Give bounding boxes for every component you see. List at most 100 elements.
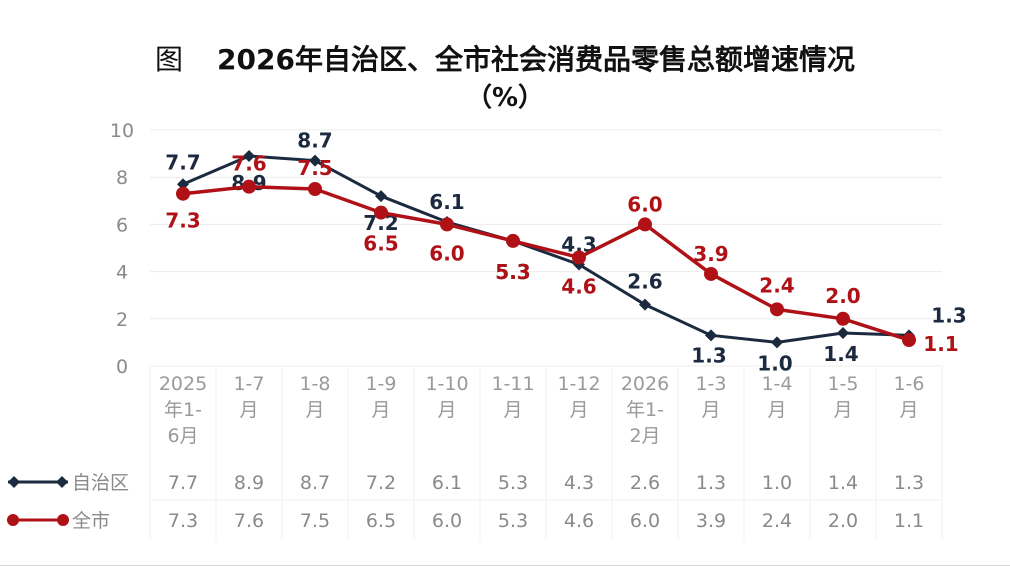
data-point — [704, 266, 718, 281]
data-point — [308, 182, 322, 196]
y-tick-label: 8 — [116, 167, 128, 189]
data-point — [639, 298, 651, 311]
x-tick-label: 月 — [305, 399, 324, 421]
x-tick-label: 月 — [833, 399, 852, 421]
table-cell: 1.4 — [828, 472, 858, 494]
data-point — [836, 311, 850, 326]
x-tick-label: 月 — [503, 399, 522, 421]
table-cell: 3.9 — [696, 510, 726, 532]
x-tick-label: 月 — [569, 399, 588, 421]
table-cell: 1.0 — [762, 472, 792, 494]
data-point — [902, 333, 916, 348]
data-label: 7.7 — [165, 150, 200, 174]
data-point — [177, 178, 189, 191]
x-tick-label: 1-5 — [827, 373, 858, 395]
table-cell: 4.3 — [564, 472, 594, 494]
series-line-region — [182, 154, 910, 344]
chart-title-text: 2026年自治区、全市社会消费品零售总额增速情况 — [217, 43, 855, 76]
data-point — [176, 186, 190, 201]
x-tick-label: 月 — [701, 399, 720, 421]
table-cell: 6.5 — [366, 510, 396, 532]
x-tick-label: 6月 — [167, 425, 198, 447]
data-label: 1.4 — [823, 342, 858, 366]
data-point — [837, 326, 849, 339]
table-cell: 7.6 — [234, 510, 264, 532]
data-label: 6.0 — [627, 192, 662, 216]
table-cell: 6.1 — [432, 472, 462, 494]
table-cell: 7.2 — [366, 472, 396, 494]
data-point — [243, 149, 255, 162]
x-tick-label: 月 — [371, 399, 390, 421]
table-cell: 2.0 — [828, 510, 858, 532]
data-point — [506, 233, 520, 248]
data-label: 5.3 — [495, 260, 530, 284]
data-label: 5.3 — [495, 260, 530, 284]
data-label: 2.4 — [759, 273, 794, 297]
y-tick-label: 6 — [116, 214, 128, 236]
table-cell: 5.3 — [498, 472, 528, 494]
y-tick-label: 4 — [116, 262, 128, 284]
table-cell: 2.4 — [762, 510, 792, 532]
x-tick-label: 年1- — [626, 399, 664, 421]
data-label: 3.9 — [693, 242, 728, 266]
x-tick-label: 月 — [899, 399, 918, 421]
data-point — [242, 179, 256, 194]
x-tick-label: 1-10 — [425, 373, 468, 395]
table-cell: 1.3 — [696, 472, 726, 494]
data-point — [374, 205, 388, 220]
data-label: 1.1 — [923, 332, 958, 356]
x-tick-label: 1-3 — [695, 373, 726, 395]
x-tick-label: 2月 — [629, 425, 660, 447]
legend-marker — [56, 476, 68, 488]
data-point — [705, 329, 717, 342]
table-cell: 6.0 — [630, 510, 660, 532]
x-tick-label: 1-12 — [557, 373, 600, 395]
x-tick-label: 1-9 — [365, 373, 396, 395]
x-tick-label: 2025 — [159, 373, 207, 395]
data-label: 1.0 — [757, 351, 792, 375]
data-label: 7.6 — [231, 152, 266, 176]
data-label: 6.0 — [429, 241, 464, 265]
y-tick-label: 2 — [116, 309, 128, 331]
x-tick-label: 月 — [239, 399, 258, 421]
data-point — [309, 154, 321, 167]
data-point — [440, 217, 454, 232]
series-line-city — [182, 184, 910, 342]
data-label: 4.6 — [561, 274, 596, 298]
data-label: 2.6 — [627, 270, 662, 294]
data-label: 6.1 — [429, 190, 464, 214]
x-tick-label: 1-8 — [299, 373, 330, 395]
data-label: 2.0 — [825, 284, 860, 308]
table-cell: 1.3 — [894, 472, 924, 494]
data-point — [375, 190, 387, 203]
table-cell: 7.7 — [168, 472, 198, 494]
legend-label: 自治区 — [72, 472, 129, 494]
data-label: 8.7 — [297, 129, 332, 153]
x-tick-label: 1-4 — [761, 373, 792, 395]
table-cell: 8.9 — [234, 472, 264, 494]
chart-title: 图 2026年自治区、全市社会消费品零售总额增速情况 — [0, 40, 1010, 80]
table-cell: 8.7 — [300, 472, 330, 494]
table-cell: 7.5 — [300, 510, 330, 532]
x-tick-label: 年1- — [164, 399, 202, 421]
chart-unit: （%） — [465, 83, 545, 113]
bottom-divider — [0, 565, 1010, 566]
data-point — [572, 250, 586, 265]
x-tick-label: 月 — [767, 399, 786, 421]
table-cell: 2.6 — [630, 472, 660, 494]
x-tick-label: 1-7 — [233, 373, 264, 395]
legend-marker — [7, 514, 19, 526]
table-cell: 4.6 — [564, 510, 594, 532]
legend-label: 全市 — [72, 510, 110, 532]
y-tick-label: 0 — [116, 356, 128, 378]
data-label: 7.3 — [165, 209, 200, 233]
data-point — [770, 302, 784, 317]
x-tick-label: 1-6 — [893, 373, 924, 395]
table-cell: 7.3 — [168, 510, 198, 532]
data-label: 7.5 — [297, 156, 332, 180]
table-cell: 6.0 — [432, 510, 462, 532]
table-cell: 1.1 — [894, 510, 924, 532]
data-point — [638, 217, 652, 232]
data-label: 1.3 — [691, 343, 726, 367]
